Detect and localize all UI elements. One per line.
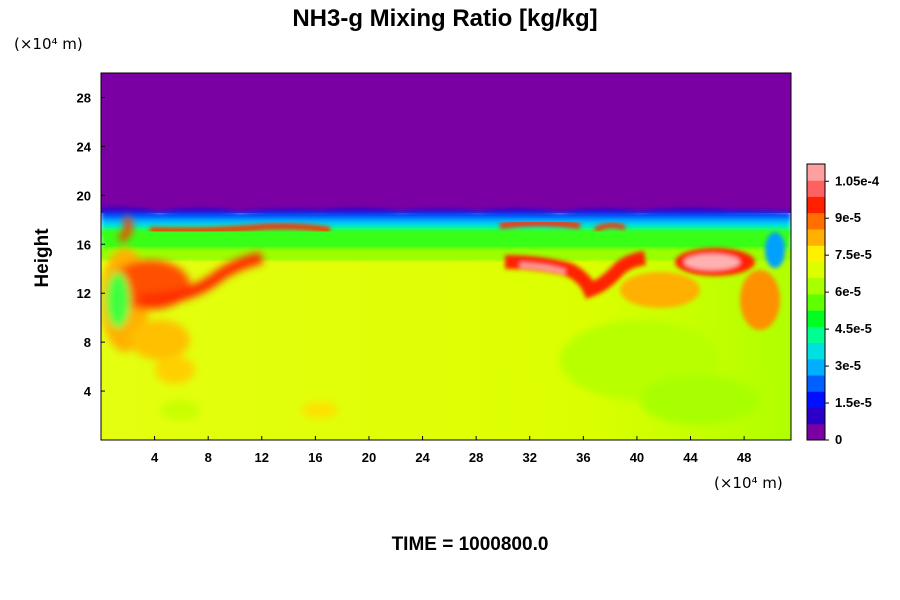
plot-frame xyxy=(100,72,792,441)
colorbar-tick-label: 6e-5 xyxy=(835,284,861,299)
y-axis-label: Height xyxy=(32,228,53,288)
x-tick-label: 4 xyxy=(151,450,159,465)
colorbar-swatch xyxy=(807,277,825,295)
colorbar-swatch xyxy=(807,391,825,409)
y-tick-label: 24 xyxy=(77,139,92,154)
region-right-plumes xyxy=(504,232,785,330)
colorbar-swatch xyxy=(807,212,825,230)
colorbar-frame xyxy=(806,163,826,441)
x-tick-label: 12 xyxy=(255,450,269,465)
plot-area xyxy=(101,73,791,440)
colorbar-swatch xyxy=(807,164,825,181)
x-tick-label: 24 xyxy=(415,450,430,465)
colorbar: 0 1.5e-5 3e-5 4.5e-5 6e-5 7.5e-5 9e-5 1.05e-4 xyxy=(806,163,880,447)
x-tick-label: 48 xyxy=(737,450,751,465)
colorbar-swatch xyxy=(807,293,825,311)
region-left-plume xyxy=(101,215,264,384)
colorbar-swatch xyxy=(807,358,825,376)
x-tick-label: 28 xyxy=(469,450,483,465)
colorbar-swatch xyxy=(807,310,825,327)
region-upper xyxy=(101,73,791,213)
y-tick-label: 12 xyxy=(77,286,91,301)
x-tick-label: 40 xyxy=(630,450,644,465)
colorbar-tick-label: 0 xyxy=(835,432,842,447)
x-ticks: 4 8 12 16 20 24 28 32 36 40 44 48 xyxy=(151,436,751,465)
y-tick-label: 8 xyxy=(84,335,91,350)
region-lower-texture xyxy=(160,320,760,425)
y-ticks: 4 8 12 16 20 24 28 xyxy=(77,90,105,399)
colorbar-tick-label: 1.05e-4 xyxy=(835,173,880,188)
y-tick-label: 4 xyxy=(84,384,92,399)
colorbar-swatch xyxy=(807,228,825,246)
x-unit-label: (×10⁴ m) xyxy=(714,474,783,492)
chart-title: NH3-g Mixing Ratio [kg/kg] xyxy=(292,5,597,32)
colorbar-swatch xyxy=(807,180,825,197)
y-tick-label: 28 xyxy=(77,90,91,105)
y-tick-label: 20 xyxy=(77,188,91,203)
colorbar-swatch xyxy=(807,375,825,392)
colorbar-tick-label: 9e-5 xyxy=(835,210,861,225)
colorbar-swatch xyxy=(807,326,825,344)
colorbar-tick-label: 4.5e-5 xyxy=(835,321,872,336)
colorbar-swatch xyxy=(807,407,825,425)
y-tick-label: 16 xyxy=(77,237,91,252)
region-upper-red-band xyxy=(149,220,626,234)
x-tick-label: 20 xyxy=(362,450,376,465)
x-tick-label: 8 xyxy=(205,450,212,465)
colorbar-swatch xyxy=(807,342,825,360)
colorbar-tick-label: 7.5e-5 xyxy=(835,247,872,262)
colorbar-swatch xyxy=(807,261,825,279)
y-unit-label: (×10⁴ m) xyxy=(14,35,83,53)
x-tick-label: 32 xyxy=(523,450,537,465)
colorbar-swatch xyxy=(807,245,825,262)
colorbar-swatch xyxy=(807,423,825,441)
region-green-layer-lower xyxy=(101,248,791,260)
time-label: TIME = 1000800.0 xyxy=(392,534,549,555)
colorbar-swatch xyxy=(807,196,825,214)
colorbar-tick-label: 1.5e-5 xyxy=(835,395,872,410)
x-tick-label: 36 xyxy=(576,450,590,465)
colorbar-tick-label: 3e-5 xyxy=(835,358,861,373)
x-tick-label: 16 xyxy=(308,450,322,465)
x-tick-label: 44 xyxy=(683,450,698,465)
